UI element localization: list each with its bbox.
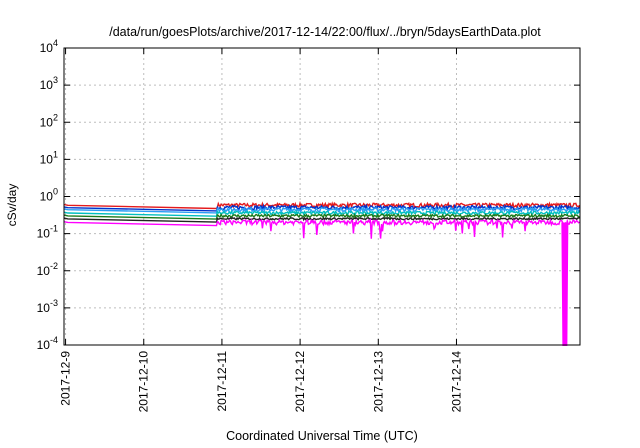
plot-frame xyxy=(63,47,581,346)
x-tick-label: 2017-12-13 xyxy=(371,351,385,413)
x-tick-label: 2017-12-9 xyxy=(59,351,73,406)
y-tick-label: 10-1 xyxy=(37,224,58,241)
y-tick-label: 10-2 xyxy=(37,261,58,278)
y-tick-label: 10-3 xyxy=(37,298,58,315)
x-tick-label: 2017-12-11 xyxy=(215,351,229,412)
series-line xyxy=(63,216,580,223)
series-layer xyxy=(63,200,581,346)
y-tick-label: 100 xyxy=(40,187,58,204)
y-tick-label: 104 xyxy=(40,38,58,55)
y-tick-label: 103 xyxy=(40,75,58,92)
y-tick-label: 10-4 xyxy=(37,335,58,352)
x-axis-label: Coordinated Universal Time (UTC) xyxy=(226,429,418,443)
y-tick-label: 101 xyxy=(40,149,58,166)
x-tick-label: 2017-12-10 xyxy=(137,351,151,413)
series-line xyxy=(63,200,581,210)
series-line xyxy=(63,212,580,220)
magenta-dropout-spike xyxy=(561,222,569,346)
series-line xyxy=(63,209,581,217)
grid-lines xyxy=(64,48,580,345)
x-tick-label: 2017-12-12 xyxy=(293,351,307,413)
series-line xyxy=(63,217,580,239)
y-axis-label: cSv/day xyxy=(5,184,19,227)
chart-title: /data/run/goesPlots/archive/2017-12-14/2… xyxy=(109,25,541,39)
axis-ticks: 10-4 10-3 10-2 10-1 100 101 102 103 104 2017-12-9… xyxy=(37,38,580,412)
x-tick-label: 2017-12-14 xyxy=(449,351,463,413)
y-tick-label: 102 xyxy=(40,112,58,129)
